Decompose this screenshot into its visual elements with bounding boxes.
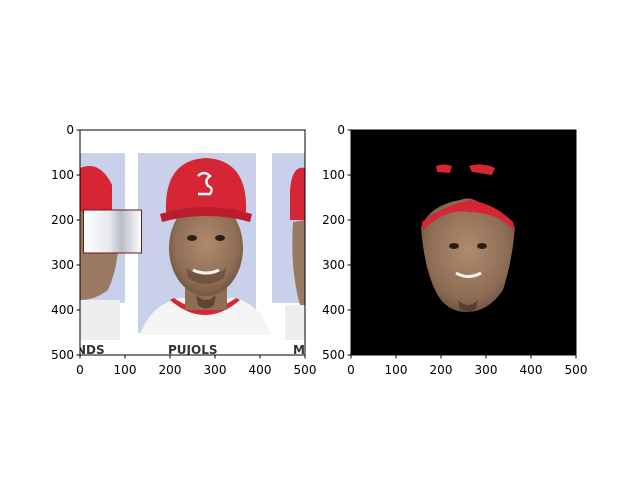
left-y-tick-label: 300 [51, 258, 74, 272]
right-x-tick-label: 300 [475, 363, 498, 377]
right-x-tick-label: 500 [565, 363, 588, 377]
left-x-tick-label: 0 [76, 363, 84, 377]
occlusion-patch [83, 209, 142, 254]
right-x-tick-label: 0 [347, 363, 355, 377]
right-x-tick-label: 400 [520, 363, 543, 377]
left-y-tick-label: 200 [51, 213, 74, 227]
photo-text-right: M [293, 343, 305, 357]
masked-face [351, 130, 576, 355]
left-image-panel: NDS PUJOLS M 0 100 200 300 400 50001002003004… [51, 123, 316, 377]
left-y-tick-label: 0 [66, 123, 74, 137]
left-x-tick-label: 400 [249, 363, 272, 377]
left-x-tick-label: 300 [204, 363, 227, 377]
right-y-tick-label: 500 [322, 348, 345, 362]
right-axes-frame [350, 129, 577, 356]
left-y-tick-label: 400 [51, 303, 74, 317]
right-x-tick-label: 200 [430, 363, 453, 377]
right-y-tick-label: 100 [322, 168, 345, 182]
left-y-tick-label: 500 [51, 348, 74, 362]
right-x-tick-label: 100 [385, 363, 408, 377]
right-y-tick-label: 400 [322, 303, 345, 317]
left-x-tick-label: 100 [114, 363, 137, 377]
left-axes-frame [79, 129, 306, 356]
photo-text-left: NDS [76, 343, 105, 357]
right-y-tick-label: 0 [337, 123, 345, 137]
right-y-tick-label: 300 [322, 258, 345, 272]
photo-text-center: PUJOLS [168, 343, 218, 357]
right-y-tick-label: 200 [322, 213, 345, 227]
left-x-tick-label: 200 [159, 363, 182, 377]
left-x-tick-label: 500 [294, 363, 317, 377]
left-y-tick-label: 100 [51, 168, 74, 182]
source-photo: NDS PUJOLS M [76, 130, 305, 357]
